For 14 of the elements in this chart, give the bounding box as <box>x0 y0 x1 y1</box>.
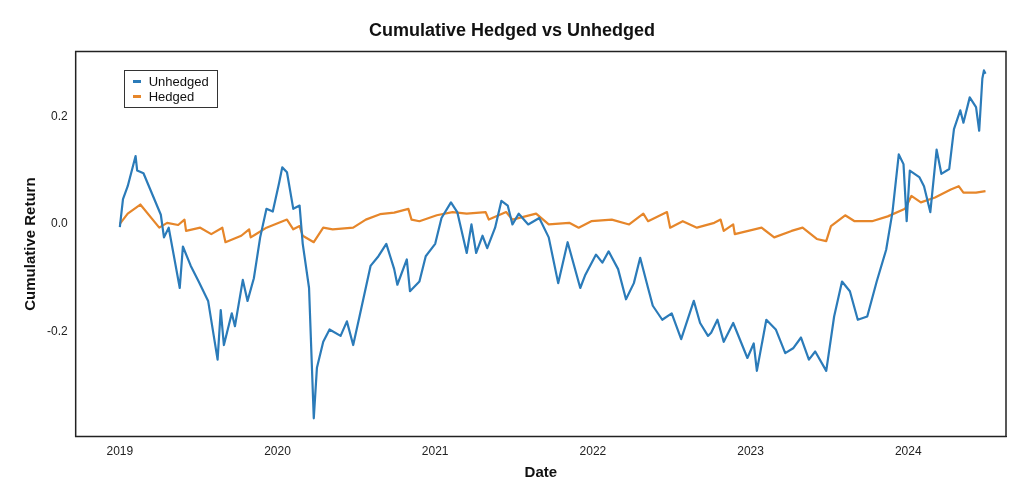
x-axis-title: Date <box>524 463 558 481</box>
x-tick-label: 2023 <box>737 444 765 459</box>
x-tick-label: 2022 <box>579 444 607 459</box>
y-tick-label: -0.2 <box>46 323 68 338</box>
x-tick-label: 2021 <box>421 444 449 459</box>
x-tick-label: 2020 <box>264 444 292 459</box>
x-tick-label: 2019 <box>106 444 134 459</box>
y-tick-label: 0.0 <box>50 216 68 231</box>
legend-label: Unhedged <box>148 73 209 89</box>
y-axis-title: Cumulative Return <box>21 177 39 311</box>
y-tick-label: 0.2 <box>50 108 68 123</box>
x-tick-label: 2024 <box>894 444 922 459</box>
chart-title: Cumulative Hedged vs Unhedged <box>368 19 656 40</box>
legend-label: Hedged <box>148 88 195 104</box>
